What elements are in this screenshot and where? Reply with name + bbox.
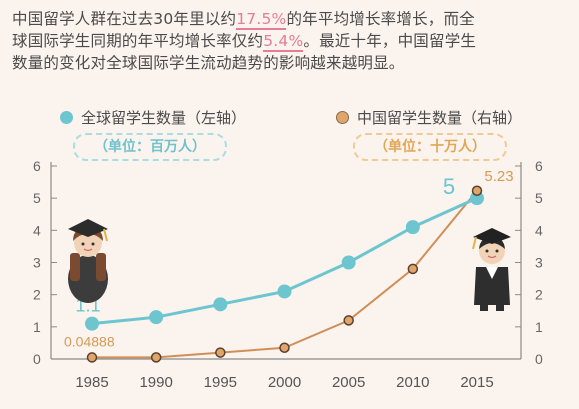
legend-global-label: 全球留学生数量（左轴） — [81, 109, 247, 127]
x-tick-label: 1995 — [204, 374, 237, 391]
x-tick-label: 2005 — [332, 374, 365, 391]
global-2015-label: 5 — [443, 174, 455, 199]
right-y-tick-label: 1 — [535, 319, 543, 335]
intro-line1-b: 的年平均增长率增长，而全 — [286, 10, 475, 28]
global-data-point — [341, 255, 356, 270]
intro-line2-b: 。最近十年，中国留学生 — [303, 32, 477, 50]
right-y-tick-label: 6 — [535, 158, 543, 174]
x-tick-label: 1985 — [75, 374, 108, 391]
right-y-tick-label: 2 — [535, 287, 543, 303]
china-data-point — [471, 185, 483, 197]
global-data-point — [277, 284, 292, 299]
intro-line2-a: 球国际学生同期的年平均增长率仅约 — [12, 32, 264, 50]
intro-text: 中国留学人群在过去30年里以约17.5%的年平均增长率增长，而全 球国际学生同期… — [12, 8, 572, 74]
growth-rate-global: 5.4% — [263, 32, 304, 52]
legend-china-dot — [336, 111, 349, 124]
chart-series — [85, 185, 484, 363]
left-y-tick-label: 5 — [33, 190, 41, 206]
legend-china-label: 中国留学生数量（右轴） — [357, 109, 523, 127]
china-data-point — [343, 315, 354, 326]
legend-global: 全球留学生数量（左轴） — [60, 107, 246, 128]
left-y-tick-label: 1 — [33, 319, 41, 335]
legend-global-dot — [60, 111, 73, 124]
china-1985-label: 0.04888 — [64, 333, 115, 349]
graduate-girl-icon — [68, 219, 108, 303]
china-2015-label: 5.23 — [484, 168, 513, 185]
intro-line1-a: 中国留学人群在过去30年里以约 — [12, 10, 237, 28]
left-y-tick-label: 4 — [33, 222, 41, 238]
global-data-point — [405, 220, 420, 235]
right-y-tick-label: 5 — [535, 190, 543, 206]
right-y-tick-label: 3 — [535, 255, 543, 271]
global-data-point — [149, 310, 164, 325]
right-unit-label: （单位：十万人） — [353, 133, 507, 161]
left-y-tick-label: 0 — [33, 351, 41, 367]
x-tick-label: 2015 — [460, 374, 493, 391]
china-data-point — [407, 263, 419, 275]
global-data-point — [85, 316, 99, 331]
right-y-tick-label: 0 — [535, 351, 543, 367]
graduate-boy-icon — [472, 228, 511, 311]
left-y-tick-label: 2 — [33, 287, 41, 303]
legend-china: 中国留学生数量（右轴） — [336, 107, 522, 128]
china-data-point — [150, 352, 162, 363]
growth-rate-china: 17.5% — [236, 10, 287, 30]
left-y-tick-label: 6 — [33, 158, 41, 174]
right-y-tick-label: 4 — [535, 222, 543, 238]
china-series-line — [91, 190, 478, 359]
chart-axes: 0 1 2 3 4 5 6 0 1 2 3 4 5 6 1985 1990 1995 2000 2005 2010 20… — [33, 158, 543, 391]
x-tick-label: 2010 — [396, 374, 429, 391]
china-data-point — [215, 347, 226, 358]
left-y-tick-label: 3 — [33, 255, 41, 271]
intro-line3: 数量的变化对全球国际学生流动趋势的影响越来越明显。 — [12, 54, 405, 72]
x-tick-label: 1990 — [139, 374, 172, 391]
x-tick-label: 2000 — [268, 374, 301, 391]
left-unit-label: （单位：百万人） — [73, 133, 227, 161]
china-data-point — [86, 352, 98, 363]
global-data-point — [213, 297, 228, 312]
china-data-point — [279, 342, 290, 353]
